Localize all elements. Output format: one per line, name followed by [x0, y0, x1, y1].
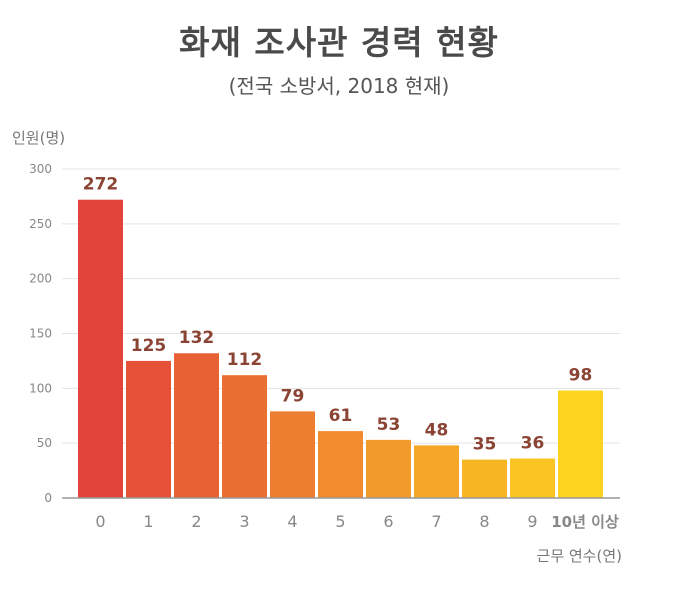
chart-title: 화재 조사관 경력 현황: [179, 23, 499, 62]
bar-value-label: 132: [179, 328, 215, 348]
bar-value-label: 61: [329, 406, 353, 426]
bar-value-label: 53: [377, 415, 401, 435]
x-tick-label: 9: [527, 512, 537, 531]
y-tick-label: 0: [44, 491, 52, 505]
x-tick-label: 2: [191, 512, 201, 531]
bar: [366, 439, 411, 498]
x-axis-label: 근무 연수(연): [536, 547, 622, 565]
bar-value-label: 35: [473, 435, 497, 455]
bar: [174, 353, 219, 498]
x-tick-label: 6: [383, 512, 393, 531]
x-tick-label: 10년 이상: [551, 513, 619, 531]
x-tick-label: 8: [479, 512, 489, 531]
bar: [126, 360, 171, 498]
bar: [318, 431, 363, 498]
x-tick-label: 0: [95, 512, 105, 531]
bar-value-label: 112: [227, 350, 263, 370]
bar-value-label: 272: [83, 175, 119, 195]
y-tick-label: 100: [29, 381, 52, 395]
y-tick-label: 300: [29, 162, 52, 176]
bar: [462, 459, 507, 498]
y-tick-label: 250: [29, 217, 52, 231]
bar: [414, 445, 459, 498]
bar: [270, 411, 315, 498]
x-tick-label: 3: [239, 512, 249, 531]
bar: [222, 375, 267, 498]
chart-subtitle: (전국 소방서, 2018 현재): [228, 74, 450, 98]
bar-value-label: 125: [131, 336, 167, 356]
y-tick-label: 150: [29, 327, 52, 341]
bar: [510, 458, 555, 498]
bar-value-label: 98: [569, 366, 593, 386]
x-tick-label: 1: [143, 512, 153, 531]
bar: [558, 390, 603, 498]
x-tick-label: 7: [431, 512, 441, 531]
bar-value-label: 48: [425, 420, 449, 440]
y-tick-label: 50: [37, 436, 52, 450]
bar-value-label: 36: [521, 434, 545, 454]
x-tick-label: 4: [287, 512, 297, 531]
x-tick-label: 5: [335, 512, 345, 531]
bar-value-label: 79: [281, 386, 305, 406]
y-tick-label: 200: [29, 272, 52, 286]
y-axis-label: 인원(명): [12, 129, 66, 147]
bar: [78, 199, 123, 498]
